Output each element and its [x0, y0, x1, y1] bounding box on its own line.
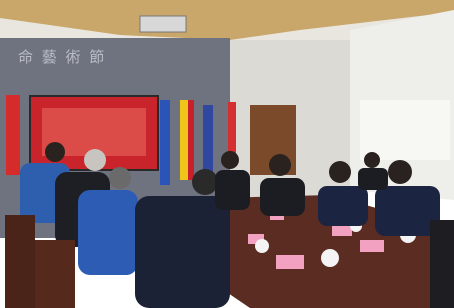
- flag: [6, 95, 20, 175]
- window: [360, 100, 450, 160]
- page: 命 藝 術 節 (() => { const data = JSON.parse…: [0, 0, 454, 308]
- flag: [180, 100, 188, 180]
- name-card: [332, 226, 352, 236]
- cup: [255, 239, 269, 253]
- chair: [35, 240, 75, 308]
- photo: 命 藝 術 節: [0, 0, 454, 308]
- chair: [5, 215, 35, 308]
- flag: [160, 100, 170, 185]
- name-card: [360, 240, 384, 252]
- wall-text: 命 藝 術 節: [18, 48, 106, 66]
- projector: [140, 16, 186, 32]
- flag: [203, 105, 213, 175]
- name-card: [276, 255, 304, 269]
- flag: [188, 100, 194, 180]
- cup: [321, 249, 339, 267]
